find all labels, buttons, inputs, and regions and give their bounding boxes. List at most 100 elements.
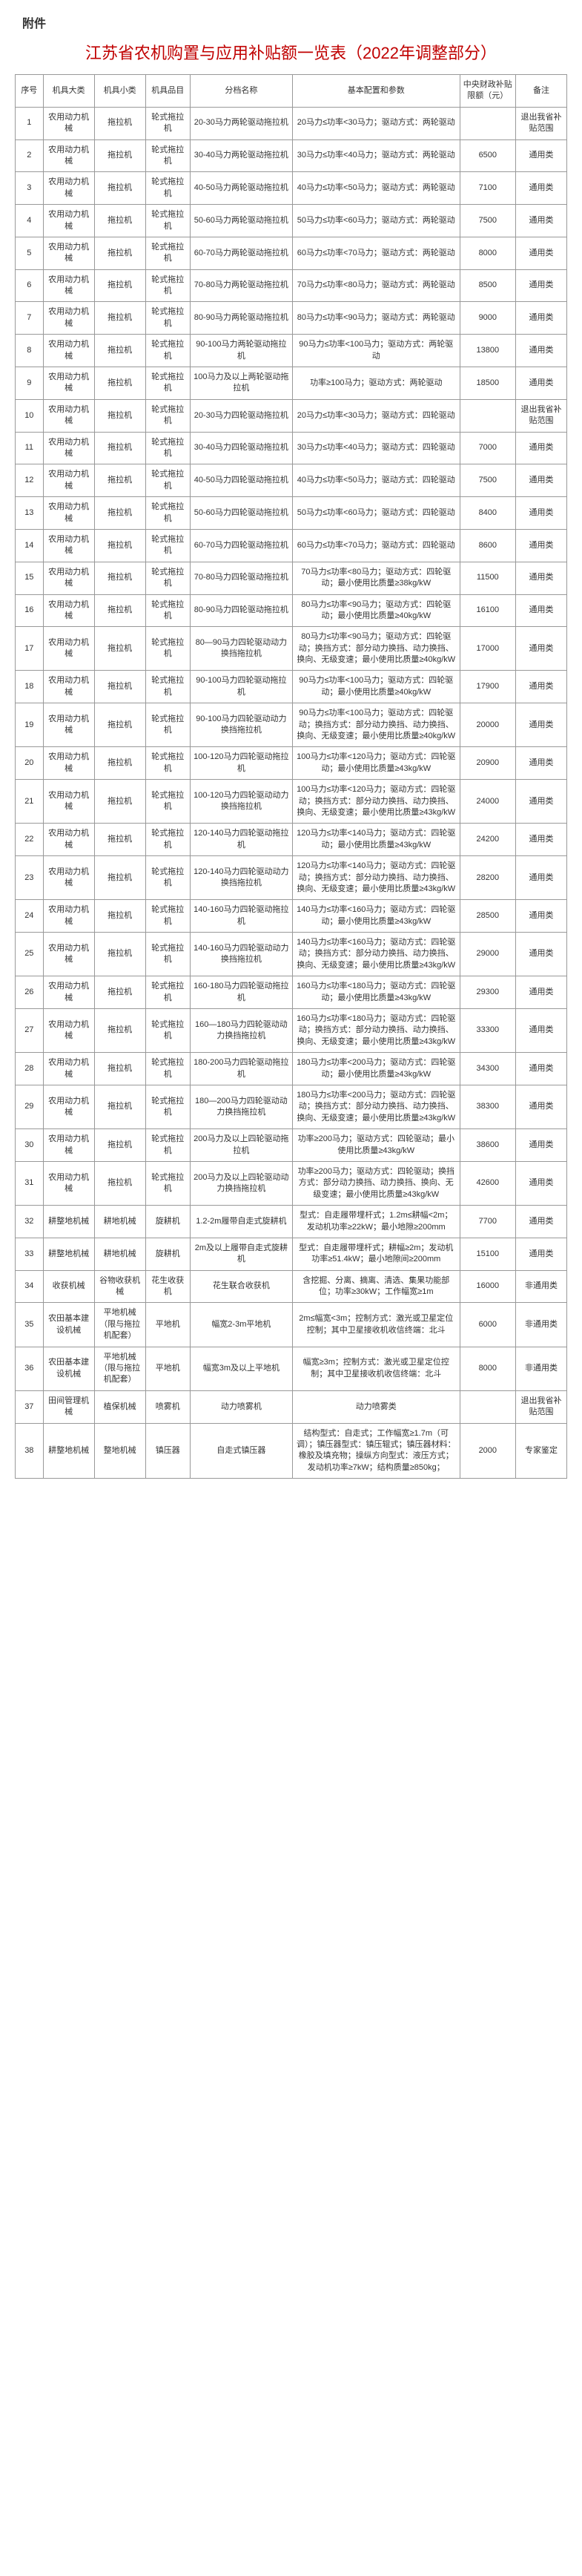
table-cell: 花生联合收获机 xyxy=(190,1270,292,1303)
table-row: 1农用动力机械拖拉机轮式拖拉机20-30马力两轮驱动拖拉机20马力≤功率<30马… xyxy=(16,107,567,139)
table-cell: 农用动力机械 xyxy=(43,302,94,335)
table-cell: 100马力≤功率<120马力；驱动方式：四轮驱动；换挡方式：部分动力换挡、动力换… xyxy=(292,780,460,824)
table-cell: 8000 xyxy=(460,237,515,269)
table-header-cell: 序号 xyxy=(16,75,44,108)
table-row: 38耕整地机械整地机械镇压器自走式镇压器结构型式：自走式；工作幅宽≥1.7m（可… xyxy=(16,1423,567,1479)
table-cell: 退出我省补贴范围 xyxy=(515,1390,566,1423)
table-cell: 160-180马力四轮驱动拖拉机 xyxy=(190,976,292,1009)
table-cell: 14 xyxy=(16,529,44,562)
table-cell: 平地机 xyxy=(145,1347,190,1390)
table-cell: 耕整地机械 xyxy=(43,1423,94,1479)
table-cell: 140马力≤功率<160马力；驱动方式：四轮驱动；换挡方式：部分动力换挡、动力换… xyxy=(292,933,460,976)
table-cell: 40-50马力两轮驱动拖拉机 xyxy=(190,172,292,205)
table-cell: 轮式拖拉机 xyxy=(145,432,190,464)
table-cell: 7500 xyxy=(460,464,515,497)
table-cell: 收获机械 xyxy=(43,1270,94,1303)
table-cell: 轮式拖拉机 xyxy=(145,1129,190,1162)
table-cell: 50-60马力四轮驱动拖拉机 xyxy=(190,497,292,530)
table-cell: 通用类 xyxy=(515,205,566,237)
table-cell: 8500 xyxy=(460,269,515,302)
table-cell: 34 xyxy=(16,1270,44,1303)
table-cell: 120-140马力四轮驱动拖拉机 xyxy=(190,824,292,856)
table-cell: 2m≤幅宽<3m；控制方式：激光或卫星定位控制；其中卫星接收机收信终端：北斗 xyxy=(292,1303,460,1347)
table-cell: 通用类 xyxy=(515,856,566,900)
table-cell: 功率≥200马力；驱动方式：四轮驱动；最小使用比质量≥43kg/kW xyxy=(292,1129,460,1162)
table-cell: 30-40马力两轮驱动拖拉机 xyxy=(190,139,292,172)
table-row: 12农用动力机械拖拉机轮式拖拉机40-50马力四轮驱动拖拉机40马力≤功率<50… xyxy=(16,464,567,497)
table-cell: 15 xyxy=(16,562,44,594)
table-cell: 农用动力机械 xyxy=(43,172,94,205)
table-cell: 轮式拖拉机 xyxy=(145,856,190,900)
table-row: 32耕整地机械耕地机械旋耕机1.2-2m履带自走式旋耕机型式：自走履带埋杆式；1… xyxy=(16,1206,567,1238)
table-cell: 型式：自走履带埋杆式；1.2m≤耕幅<2m；发动机功率≥22kW；最小地隙≥20… xyxy=(292,1206,460,1238)
table-cell: 18 xyxy=(16,671,44,703)
table-cell: 37 xyxy=(16,1390,44,1423)
table-cell: 型式：自走履带埋杆式；耕幅≥2m；发动机功率≥51.4kW；最小地隙间≥200m… xyxy=(292,1238,460,1270)
table-cell: 农用动力机械 xyxy=(43,529,94,562)
table-cell: 38 xyxy=(16,1423,44,1479)
table-cell xyxy=(460,399,515,432)
table-cell: 农用动力机械 xyxy=(43,933,94,976)
table-cell: 拖拉机 xyxy=(94,1009,145,1053)
table-cell: 60马力≤功率<70马力；驱动方式：两轮驱动 xyxy=(292,237,460,269)
table-cell: 16100 xyxy=(460,594,515,627)
table-cell: 拖拉机 xyxy=(94,627,145,671)
table-cell: 拖拉机 xyxy=(94,497,145,530)
table-cell: 轮式拖拉机 xyxy=(145,1085,190,1129)
table-cell: 非通用类 xyxy=(515,1303,566,1347)
table-cell: 28200 xyxy=(460,856,515,900)
table-cell: 通用类 xyxy=(515,335,566,367)
table-row: 26农用动力机械拖拉机轮式拖拉机160-180马力四轮驱动拖拉机160马力≤功率… xyxy=(16,976,567,1009)
table-cell: 拖拉机 xyxy=(94,139,145,172)
table-cell: 11500 xyxy=(460,562,515,594)
table-cell: 耕地机械 xyxy=(94,1238,145,1270)
table-cell: 农用动力机械 xyxy=(43,780,94,824)
table-row: 23农用动力机械拖拉机轮式拖拉机120-140马力四轮驱动动力换挡拖拉机120马… xyxy=(16,856,567,900)
table-cell: 36 xyxy=(16,1347,44,1390)
table-cell: 功率≥100马力；驱动方式：两轮驱动 xyxy=(292,367,460,400)
table-cell: 20马力≤功率<30马力；驱动方式：两轮驱动 xyxy=(292,107,460,139)
table-cell: 40马力≤功率<50马力；驱动方式：四轮驱动 xyxy=(292,464,460,497)
table-cell xyxy=(460,1390,515,1423)
table-cell: 通用类 xyxy=(515,237,566,269)
table-cell: 140-160马力四轮驱动动力换挡拖拉机 xyxy=(190,933,292,976)
table-cell: 轮式拖拉机 xyxy=(145,497,190,530)
table-cell: 9000 xyxy=(460,302,515,335)
table-cell: 30-40马力四轮驱动拖拉机 xyxy=(190,432,292,464)
table-cell: 通用类 xyxy=(515,824,566,856)
table-cell: 24000 xyxy=(460,780,515,824)
table-cell: 35 xyxy=(16,1303,44,1347)
table-cell: 17000 xyxy=(460,627,515,671)
table-cell: 通用类 xyxy=(515,1238,566,1270)
table-cell: 23 xyxy=(16,856,44,900)
table-cell: 耕整地机械 xyxy=(43,1238,94,1270)
table-cell: 70-80马力两轮驱动拖拉机 xyxy=(190,269,292,302)
table-cell: 60-70马力两轮驱动拖拉机 xyxy=(190,237,292,269)
table-cell: 29 xyxy=(16,1085,44,1129)
table-cell: 轮式拖拉机 xyxy=(145,976,190,1009)
table-cell: 拖拉机 xyxy=(94,302,145,335)
table-cell: 120马力≤功率<140马力；驱动方式：四轮驱动；最小使用比质量≥43kg/kW xyxy=(292,824,460,856)
table-cell: 6000 xyxy=(460,1303,515,1347)
table-cell: 7 xyxy=(16,302,44,335)
table-cell: 70-80马力四轮驱动拖拉机 xyxy=(190,562,292,594)
table-cell: 旋耕机 xyxy=(145,1238,190,1270)
table-cell: 拖拉机 xyxy=(94,1161,145,1205)
table-cell: 农用动力机械 xyxy=(43,562,94,594)
table-cell: 幅宽3m及以上平地机 xyxy=(190,1347,292,1390)
table-cell: 80马力≤功率<90马力；驱动方式：两轮驱动 xyxy=(292,302,460,335)
table-row: 7农用动力机械拖拉机轮式拖拉机80-90马力两轮驱动拖拉机80马力≤功率<90马… xyxy=(16,302,567,335)
table-cell: 农用动力机械 xyxy=(43,1085,94,1129)
table-cell: 28500 xyxy=(460,900,515,933)
table-cell: 1.2-2m履带自走式旋耕机 xyxy=(190,1206,292,1238)
table-cell: 15100 xyxy=(460,1238,515,1270)
table-cell: 轮式拖拉机 xyxy=(145,1161,190,1205)
table-cell: 40-50马力四轮驱动拖拉机 xyxy=(190,464,292,497)
table-cell: 2 xyxy=(16,139,44,172)
table-cell: 通用类 xyxy=(515,497,566,530)
table-cell: 农田基本建设机械 xyxy=(43,1303,94,1347)
table-cell: 拖拉机 xyxy=(94,562,145,594)
table-cell: 拖拉机 xyxy=(94,529,145,562)
table-cell: 19 xyxy=(16,703,44,747)
attachment-label: 附件 xyxy=(0,0,582,34)
